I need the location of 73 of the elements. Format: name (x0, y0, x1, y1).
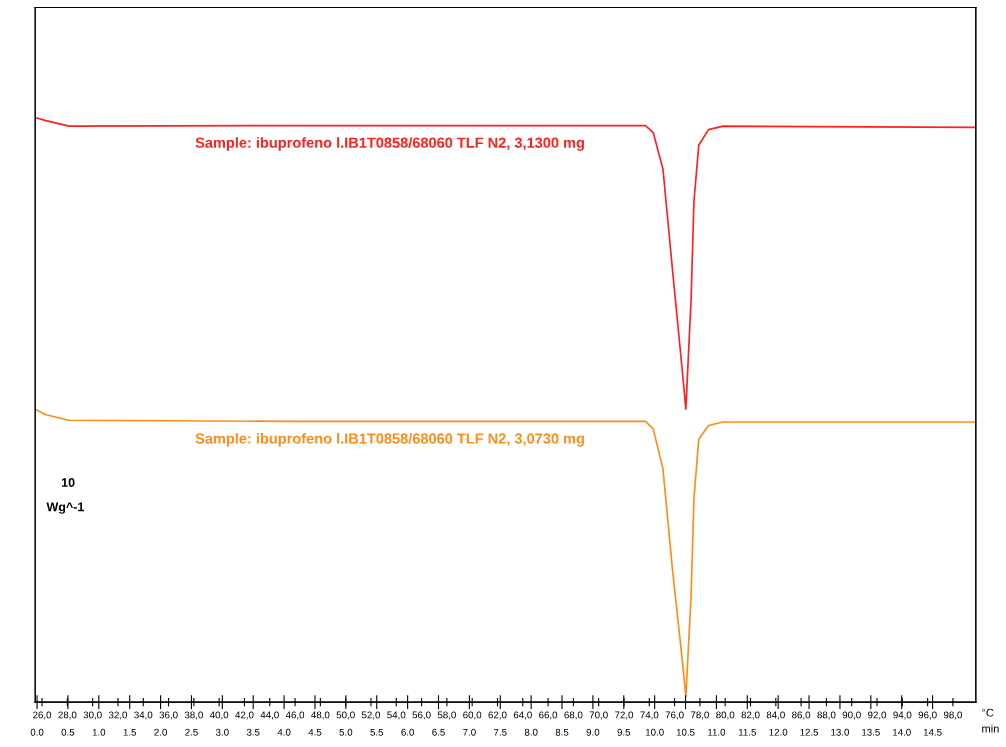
x-tick-label: 44,0 (260, 711, 279, 720)
x-tick-label: 94,0 (893, 711, 912, 720)
x-tick-label: 86,0 (792, 711, 811, 720)
x2-tick-label: 9.0 (586, 728, 600, 736)
x2-tick-label: 13.0 (831, 728, 850, 736)
x2-tick-label: 8.5 (555, 728, 569, 736)
x-tick-label: 88,0 (817, 711, 836, 720)
x-tick-label: 48,0 (311, 711, 330, 720)
x2-tick-label: 0.0 (30, 728, 44, 736)
x2-tick-label: 6.5 (432, 728, 445, 736)
x-tick-label: 40,0 (209, 711, 229, 720)
x2-tick-label: 14.0 (892, 728, 911, 736)
x-tick-label: 96,0 (918, 711, 937, 720)
x2-tick-label: 4.5 (308, 728, 322, 736)
x-tick-label: 82,0 (741, 711, 760, 720)
x2-tick-label: 7.5 (494, 728, 507, 736)
x-tick-label: 54,0 (387, 711, 406, 720)
x-tick-label: 34,0 (134, 711, 153, 720)
x-tick-label: 56,0 (412, 711, 431, 720)
x2-tick-label: 9.5 (617, 728, 631, 736)
x-tick-label: 52,0 (361, 711, 381, 720)
x2-tick-label: 8.0 (524, 728, 538, 736)
x-tick-label: 30,0 (83, 711, 102, 720)
x2-tick-label: 7.0 (463, 728, 476, 736)
x-tick-label: 38,0 (184, 711, 203, 720)
x-tick-label: 26,0 (33, 711, 52, 720)
series-label: Sample: ibuprofeno l.IB1T0858/68060 TLF N2, 3,0730 mg (195, 432, 584, 447)
x2-tick-label: 11.0 (708, 728, 726, 736)
x2-tick-label: 1.5 (123, 728, 137, 736)
x2-tick-label: 4.0 (277, 728, 291, 736)
x-axis-title: °C (982, 708, 994, 717)
x-tick-label: 50,0 (336, 711, 355, 720)
annotation: 10 (61, 478, 75, 487)
x2-tick-label: 14.5 (923, 728, 942, 736)
x-tick-label: 46,0 (285, 711, 305, 720)
x2-tick-label: 6.0 (401, 728, 414, 736)
x-tick-label: 62,0 (488, 711, 507, 720)
x-tick-label: 58,0 (437, 711, 456, 720)
x2-tick-label: 3.0 (215, 728, 229, 736)
x2-tick-label: 5.5 (370, 728, 384, 736)
x2-axis-title: min (982, 724, 999, 733)
x-tick-label: 60,0 (463, 711, 482, 720)
x-tick-label: 36,0 (159, 711, 178, 720)
x2-tick-label: 12.5 (800, 728, 819, 736)
x-tick-label: 80,0 (716, 711, 735, 720)
x-tick-label: 76,0 (665, 711, 684, 720)
x-tick-label: 98,0 (943, 711, 962, 720)
x-tick-label: 84,0 (766, 711, 785, 720)
x2-tick-label: 3.5 (246, 728, 260, 736)
x-tick-label: 64,0 (513, 711, 532, 720)
x-tick-label: 92,0 (868, 711, 887, 720)
x2-tick-label: 1.0 (92, 728, 106, 736)
x2-tick-label: 10.0 (645, 728, 664, 736)
x-tick-label: 32,0 (108, 711, 128, 720)
x-tick-label: 78,0 (690, 711, 709, 720)
x2-tick-label: 12.0 (769, 728, 788, 736)
x-tick-label: 66,0 (539, 711, 558, 720)
x-tick-label: 42,0 (235, 711, 254, 720)
x-tick-label: 70,0 (589, 711, 608, 720)
x-tick-label: 28,0 (58, 711, 77, 720)
x-tick-label: 74,0 (640, 711, 659, 720)
x2-tick-label: 2.0 (154, 728, 167, 736)
x-tick-label: 68,0 (564, 711, 583, 720)
x2-tick-label: 0.5 (61, 728, 75, 736)
series-label: Sample: ibuprofeno l.IB1T0858/68060 TLF N2, 3,1300 mg (195, 137, 584, 151)
x2-tick-label: 10.5 (676, 728, 695, 736)
x-tick-label: 90,0 (842, 711, 861, 720)
x2-tick-label: 2.5 (185, 728, 198, 736)
x2-tick-label: 13.5 (862, 728, 880, 736)
x-tick-label: 72,0 (615, 711, 634, 720)
x2-tick-label: 5.0 (339, 728, 353, 736)
x2-tick-label: 11.5 (738, 728, 756, 736)
annotation: Wg^-1 (46, 502, 84, 514)
